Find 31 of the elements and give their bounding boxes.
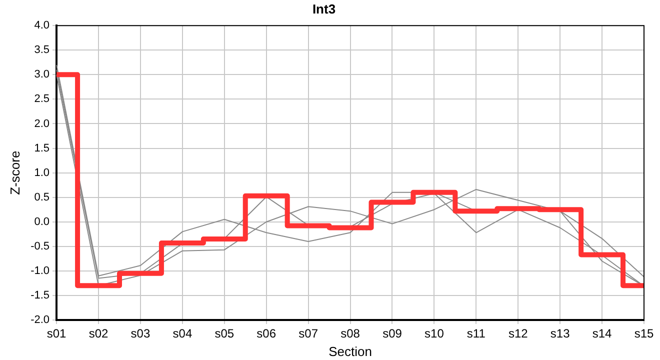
x-tick-label: s06 xyxy=(256,326,276,341)
x-tick-label: s03 xyxy=(130,326,150,341)
y-tick-label: 2.0 xyxy=(34,118,50,130)
y-tick-label: 1.5 xyxy=(34,142,50,154)
x-tick-label: s15 xyxy=(634,326,654,341)
x-tick-label: s04 xyxy=(172,326,192,341)
y-tick-label: 4.0 xyxy=(34,20,50,32)
x-tick-label: s05 xyxy=(214,326,234,341)
x-tick-label: s01 xyxy=(46,326,67,341)
y-tick-label: 3.5 xyxy=(34,44,50,56)
x-tick-label: s08 xyxy=(340,326,360,341)
x-tick-label: s11 xyxy=(466,326,486,341)
x-axis-title: Section xyxy=(328,344,372,359)
y-tick-label: -0.5 xyxy=(30,240,50,252)
x-tick-label: s02 xyxy=(88,326,109,341)
y-tick-label: 2.5 xyxy=(34,93,50,106)
y-tick-label: -2.0 xyxy=(30,314,50,326)
x-tick-label: s10 xyxy=(424,326,444,341)
y-axis-title: Z-score xyxy=(7,150,22,195)
chart-title: Int3 xyxy=(312,1,336,16)
y-tick-label: 0.0 xyxy=(34,216,50,228)
y-tick-label: 1.0 xyxy=(34,166,50,179)
x-tick-label: s07 xyxy=(298,326,318,341)
y-tick-label: -1.5 xyxy=(30,290,50,302)
x-tick-label: s14 xyxy=(592,326,612,341)
x-tick-label: s13 xyxy=(550,326,570,341)
y-tick-label: 0.5 xyxy=(34,191,50,204)
y-tick-label: 3.0 xyxy=(34,68,50,81)
x-tick-label: s12 xyxy=(508,326,528,341)
y-tick-label: -1.0 xyxy=(30,264,50,277)
x-tick-label: s09 xyxy=(382,326,402,341)
